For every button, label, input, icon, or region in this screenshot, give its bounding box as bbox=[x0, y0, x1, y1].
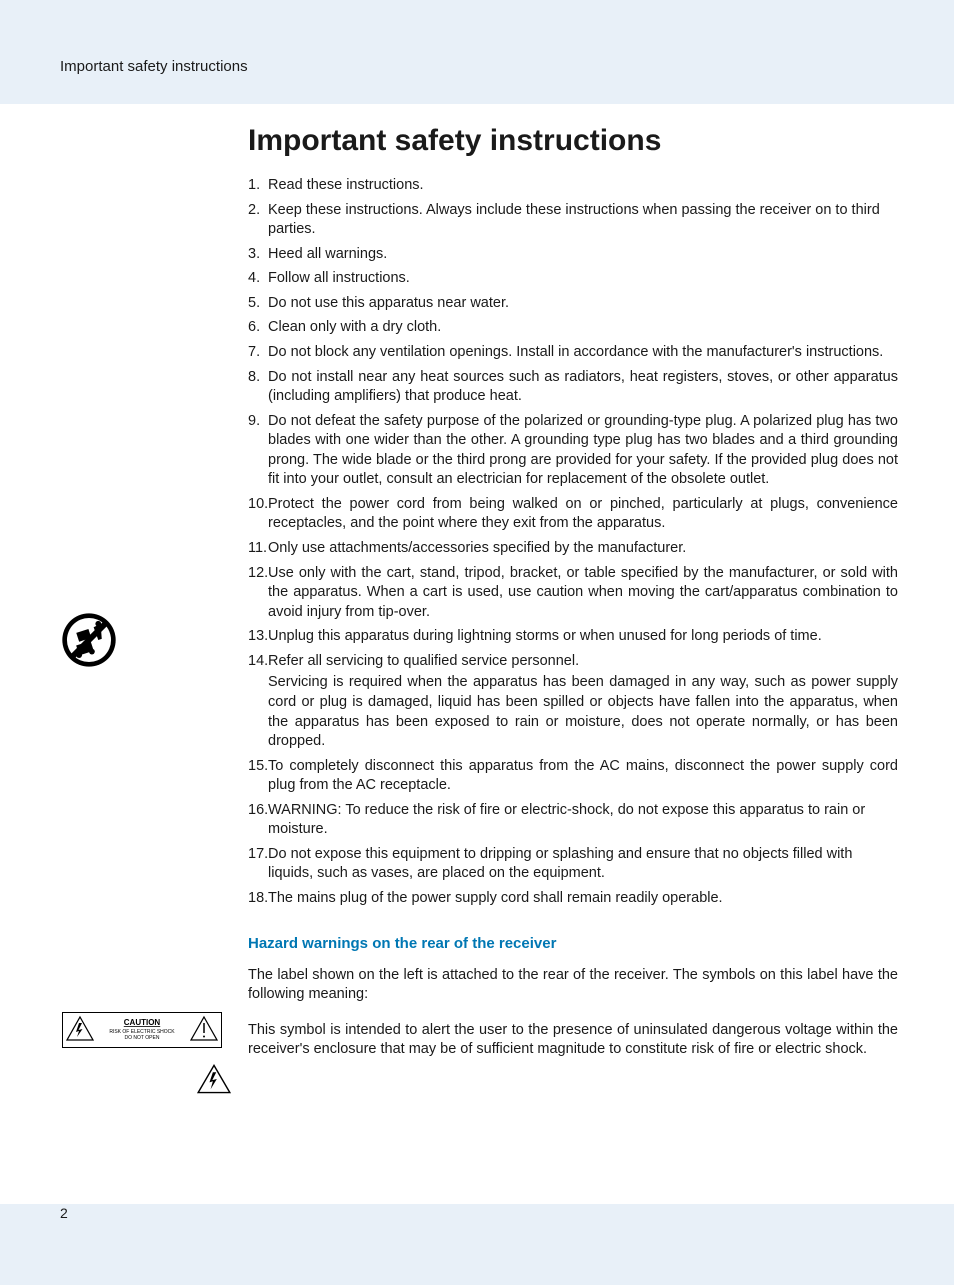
list-number: 13. bbox=[248, 627, 268, 647]
list-text: The mains plug of the power supply cord … bbox=[268, 889, 898, 909]
list-number: 6. bbox=[248, 318, 268, 338]
header: Important safety instructions bbox=[0, 0, 954, 76]
caution-line2: DO NOT OPEN bbox=[125, 1035, 160, 1041]
list-text: To completely disconnect this apparatus … bbox=[268, 757, 898, 796]
list-text: Only use attachments/accessories specifi… bbox=[268, 539, 898, 559]
list-continuation: Servicing is required when the apparatus… bbox=[268, 673, 898, 751]
list-text: Clean only with a dry cloth. bbox=[268, 318, 898, 338]
list-item: 1.Read these instructions. bbox=[248, 176, 898, 196]
list-item: 9.Do not defeat the safety purpose of th… bbox=[248, 412, 898, 490]
list-number: 5. bbox=[248, 294, 268, 314]
list-text: Do not defeat the safety purpose of the … bbox=[268, 412, 898, 490]
list-item: 8.Do not install near any heat sources s… bbox=[248, 368, 898, 407]
list-number: 17. bbox=[248, 845, 268, 884]
list-text: Heed all warnings. bbox=[268, 245, 898, 265]
list-number: 16. bbox=[248, 801, 268, 840]
list-item: 6.Clean only with a dry cloth. bbox=[248, 318, 898, 338]
list-text: Do not block any ventilation openings. I… bbox=[268, 343, 898, 363]
list-text: Follow all instructions. bbox=[268, 269, 898, 289]
hazard-para-1: The label shown on the left is attached … bbox=[248, 966, 898, 1005]
list-text: Unplug this apparatus during lightning s… bbox=[268, 627, 898, 647]
instruction-list: 1.Read these instructions.2.Keep these i… bbox=[248, 176, 898, 909]
list-text: Do not use this apparatus near water. bbox=[268, 294, 898, 314]
list-item: 3.Heed all warnings. bbox=[248, 245, 898, 265]
list-item: 7.Do not block any ventilation openings.… bbox=[248, 343, 898, 363]
list-text: Read these instructions. bbox=[268, 176, 898, 196]
list-item: 5.Do not use this apparatus near water. bbox=[248, 294, 898, 314]
shock-triangle-icon bbox=[197, 1064, 231, 1094]
list-number: 4. bbox=[248, 269, 268, 289]
list-item: 14.Refer all servicing to qualified serv… bbox=[248, 652, 898, 752]
list-text: WARNING: To reduce the risk of fire or e… bbox=[268, 801, 898, 840]
list-item: 10.Protect the power cord from being wal… bbox=[248, 495, 898, 534]
list-item: 15.To completely disconnect this apparat… bbox=[248, 757, 898, 796]
list-number: 1. bbox=[248, 176, 268, 196]
list-number: 15. bbox=[248, 757, 268, 796]
list-number: 12. bbox=[248, 564, 268, 623]
running-head: Important safety instructions bbox=[60, 58, 248, 75]
list-item: 16.WARNING: To reduce the risk of fire o… bbox=[248, 801, 898, 840]
list-text: Keep these instructions. Always include … bbox=[268, 201, 898, 240]
list-item: 13.Unplug this apparatus during lightnin… bbox=[248, 627, 898, 647]
main-column: Important safety instructions 1.Read the… bbox=[248, 124, 898, 1060]
cart-tipover-icon bbox=[60, 611, 118, 669]
list-text: Refer all servicing to qualified service… bbox=[268, 652, 898, 752]
list-text: Protect the power cord from being walked… bbox=[268, 495, 898, 534]
caution-line1: RISK OF ELECTRIC SHOCK bbox=[109, 1029, 175, 1035]
hazard-subtitle: Hazard warnings on the rear of the recei… bbox=[248, 935, 898, 952]
content: CAUTION RISK OF ELECTRIC SHOCK DO NOT OP… bbox=[0, 104, 954, 1204]
caution-title: CAUTION bbox=[124, 1018, 161, 1027]
list-item: 18.The mains plug of the power supply co… bbox=[248, 889, 898, 909]
list-text: Use only with the cart, stand, tripod, b… bbox=[268, 564, 898, 623]
list-number: 10. bbox=[248, 495, 268, 534]
caution-label-icon: CAUTION RISK OF ELECTRIC SHOCK DO NOT OP… bbox=[62, 1012, 222, 1048]
list-number: 14. bbox=[248, 652, 268, 752]
list-item: 4.Follow all instructions. bbox=[248, 269, 898, 289]
hazard-para-2: This symbol is intended to alert the use… bbox=[248, 1021, 898, 1060]
list-item: 2.Keep these instructions. Always includ… bbox=[248, 201, 898, 240]
list-number: 18. bbox=[248, 889, 268, 909]
list-item: 11.Only use attachments/accessories spec… bbox=[248, 539, 898, 559]
list-number: 11. bbox=[248, 539, 268, 559]
list-item: 17.Do not expose this equipment to dripp… bbox=[248, 845, 898, 884]
list-number: 2. bbox=[248, 201, 268, 240]
list-item: 12.Use only with the cart, stand, tripod… bbox=[248, 564, 898, 623]
page-title: Important safety instructions bbox=[248, 124, 898, 158]
list-number: 7. bbox=[248, 343, 268, 363]
list-text: Do not install near any heat sources suc… bbox=[268, 368, 898, 407]
page-number: 2 bbox=[60, 1205, 68, 1221]
list-number: 3. bbox=[248, 245, 268, 265]
list-text: Do not expose this equipment to dripping… bbox=[268, 845, 898, 884]
list-number: 9. bbox=[248, 412, 268, 490]
list-number: 8. bbox=[248, 368, 268, 407]
